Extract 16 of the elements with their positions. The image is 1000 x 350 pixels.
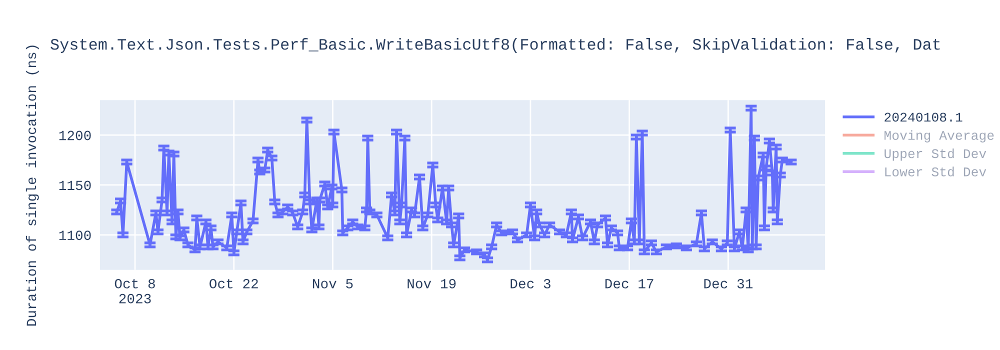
legend-label: Upper Std Dev [884,148,986,161]
y-tick-label: 1100 [59,230,91,240]
y-axis-title: Duration of single invocation (ns) [26,46,39,326]
x-tick-label: Nov 19 [408,278,456,288]
x-tick-label: Oct 8 2023 [114,278,155,304]
y-tick-label: 1200 [59,130,91,140]
legend-label: 20240108.1 [884,112,962,122]
x-tick-label: Dec 17 [605,279,654,288]
y-tick-label: 1150 [59,180,91,190]
x-tick-label: Oct 22 [210,278,258,288]
x-tick-label: Dec 3 [510,278,550,288]
legend-label: Lower Std Dev [885,166,986,176]
x-tick-label: Nov 5 [313,279,353,288]
chart-title: System.Text.Json.Tests.Perf_Basic.WriteBasicUtf8(Formatted: False, SkipValidation: False, Dat [50,38,940,53]
legend-label: Moving Average [884,130,994,143]
x-tick-label: Dec 31 [704,278,753,288]
